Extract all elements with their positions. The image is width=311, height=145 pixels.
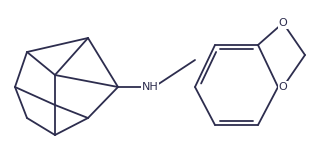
Text: O: O (279, 82, 287, 92)
Text: O: O (279, 18, 287, 28)
Text: NH: NH (142, 82, 158, 92)
